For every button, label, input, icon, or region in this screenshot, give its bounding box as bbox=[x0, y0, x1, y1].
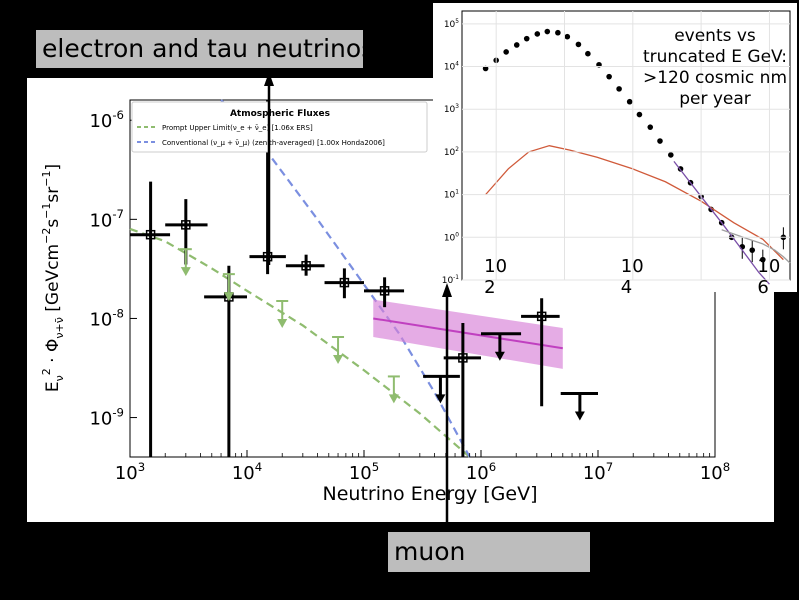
inset-data-point bbox=[564, 33, 571, 40]
main-upper-limit-arrowhead bbox=[277, 318, 288, 328]
main-upper-limit-arrowhead bbox=[494, 351, 505, 361]
main-data-point bbox=[301, 261, 311, 271]
main-upper-limit-arrowhead bbox=[180, 267, 191, 277]
legend-entry-prompt: Prompt Upper Limit(ν_e + ν̄_e) [1.06x ER… bbox=[162, 124, 313, 132]
inset-data-point bbox=[544, 28, 551, 35]
main-y-axis-label: Eν2 · Φν+ν̄ [GeVcm−2s−1sr−1] bbox=[40, 164, 66, 392]
electron-tau-arrow bbox=[264, 72, 274, 265]
inset-data-point bbox=[513, 42, 520, 48]
main-x-tick-label: 106 bbox=[466, 460, 496, 484]
main-chart-marks bbox=[129, 99, 598, 458]
inset-y-tick-label: 100 bbox=[444, 232, 459, 243]
inset-y-tick-label: 105 bbox=[444, 19, 459, 30]
legend-entry-conventional: Conventional (ν_μ + ν̄_μ) (zenith-averag… bbox=[162, 139, 385, 147]
inset-data-point bbox=[482, 65, 489, 72]
main-data-point bbox=[379, 286, 390, 296]
main-series-line bbox=[129, 227, 471, 458]
main-y-tick-label: 10-6 bbox=[89, 108, 124, 132]
inset-data-point bbox=[523, 35, 530, 42]
inset-data-point bbox=[668, 152, 674, 158]
inset-x-tick-label: 10 bbox=[484, 256, 507, 277]
inset-series-line bbox=[673, 160, 770, 285]
main-y-tick-label: 10-9 bbox=[89, 405, 124, 429]
inset-data-point bbox=[555, 29, 561, 36]
inset-y-tick-label: 10-1 bbox=[442, 275, 460, 286]
main-upper-limit-arrowhead bbox=[435, 394, 446, 404]
main-x-axis-label: Neutrino Energy [GeV] bbox=[323, 483, 538, 505]
inset-x-tick-label: 10 bbox=[621, 256, 644, 277]
inset-data-point bbox=[575, 41, 582, 48]
inset-x-tick-label-exp: 6 bbox=[757, 277, 768, 298]
muon-label: muon bbox=[388, 532, 590, 572]
inset-plot-frame bbox=[461, 10, 791, 281]
main-data-point bbox=[262, 251, 273, 262]
muon-arrow bbox=[442, 283, 452, 535]
main-x-tick-label: 105 bbox=[349, 460, 379, 484]
main-x-tick-label: 103 bbox=[115, 460, 145, 484]
inset-data-point bbox=[503, 49, 509, 55]
inset-y-tick-label: 101 bbox=[444, 190, 459, 201]
inset-annotation: events vs truncated E GeV: >120 cosmic n… bbox=[642, 26, 788, 109]
main-fit-line bbox=[373, 317, 563, 350]
main-data-point bbox=[536, 311, 547, 322]
inset-x-tick-label: 10 bbox=[757, 256, 780, 277]
main-data-point bbox=[339, 277, 350, 288]
main-y-tick-label: 10-8 bbox=[89, 306, 124, 330]
main-y-tick-label: 10-7 bbox=[89, 207, 124, 231]
legend-title: Atmospheric Fluxes bbox=[230, 109, 330, 119]
inset-data-point bbox=[657, 138, 663, 144]
inset-data-point bbox=[606, 73, 612, 80]
legend: Atmospheric Fluxes Prompt Upper Limit(ν_… bbox=[131, 101, 428, 153]
inset-data-point bbox=[647, 124, 654, 130]
inset-data-point bbox=[749, 247, 756, 253]
inset-x-tick-label-exp: 4 bbox=[621, 277, 632, 298]
main-upper-limit-arrowhead bbox=[574, 411, 585, 421]
inset-y-tick-label: 104 bbox=[444, 61, 459, 72]
inset-y-tick-label: 102 bbox=[444, 147, 459, 158]
main-x-tick-label: 107 bbox=[583, 460, 613, 484]
inset-data-point bbox=[616, 86, 622, 92]
main-upper-limit-arrowhead bbox=[333, 354, 344, 364]
inset-chart-marks bbox=[482, 28, 791, 285]
main-data-point bbox=[458, 353, 468, 363]
main-upper-limit-arrowhead bbox=[388, 394, 399, 404]
main-data-point bbox=[181, 220, 191, 230]
main-upper-limit-arrowhead bbox=[223, 292, 234, 302]
main-x-tick-label: 104 bbox=[232, 460, 262, 484]
inset-data-point bbox=[636, 111, 643, 118]
main-data-point bbox=[145, 229, 156, 240]
inset-data-point bbox=[626, 98, 633, 105]
inset-data-point bbox=[534, 31, 541, 37]
electron-tau-label: electron and tau neutrinos bbox=[36, 30, 374, 68]
inset-series-line bbox=[485, 145, 784, 261]
inset-y-tick-label: 103 bbox=[444, 104, 459, 115]
inset-data-point bbox=[585, 50, 591, 57]
inset-x-tick-label-exp: 2 bbox=[484, 277, 495, 298]
inset-data-point bbox=[760, 256, 766, 263]
main-x-tick-label: 108 bbox=[700, 460, 730, 484]
